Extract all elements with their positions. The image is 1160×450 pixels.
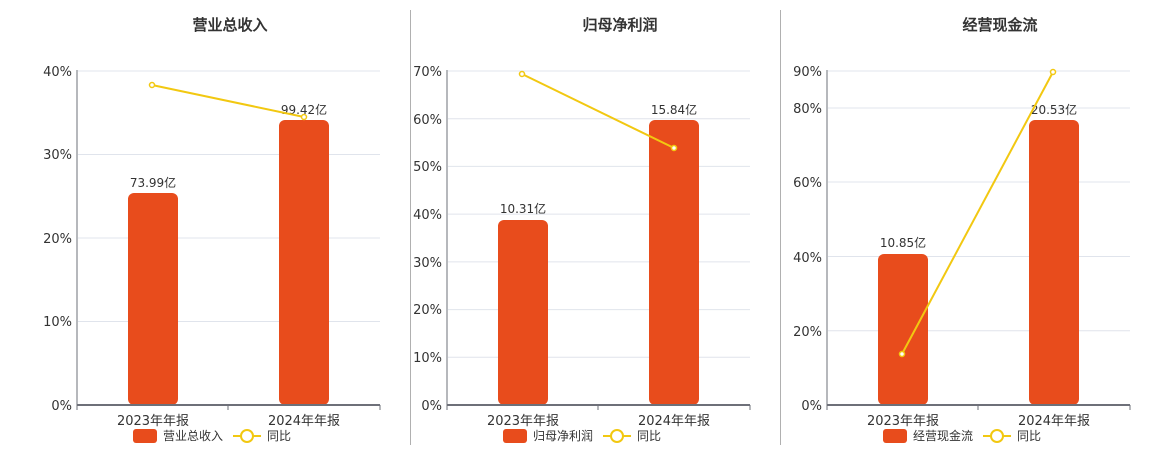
- legend-bar-label[interactable]: 营业总收入: [163, 429, 224, 443]
- yoy-point[interactable]: [1049, 68, 1057, 76]
- yoy-point[interactable]: [300, 113, 308, 121]
- bar-value-label: 20.53亿: [1031, 102, 1077, 117]
- legend-line-swatch[interactable]: [983, 428, 1012, 443]
- legend-bar-label[interactable]: 归母净利润: [533, 429, 594, 443]
- y-tick: 20%: [43, 232, 72, 247]
- y-tick: 10%: [43, 315, 72, 330]
- y-tick: 10%: [413, 351, 442, 366]
- chart-plot: 0% 10% 20% 30% 40% 73.99亿 99.42亿 2023年年报…: [43, 65, 381, 429]
- legend-bar-swatch[interactable]: [883, 428, 907, 443]
- yoy-point[interactable]: [898, 350, 906, 358]
- legend-bar-swatch[interactable]: [133, 428, 157, 443]
- grid-lines: [448, 70, 750, 358]
- bar-value-label: 10.85亿: [880, 235, 926, 250]
- chart-title: 营业总收入: [192, 16, 268, 34]
- bar-value-label: 10.31亿: [500, 201, 546, 216]
- y-tick: 90%: [793, 65, 822, 80]
- chart-title: 归母净利润: [582, 16, 658, 34]
- legend-bar-swatch[interactable]: [503, 428, 527, 443]
- chart-panel-operating-cash-flow: 经营现金流 0% 20% 40% 60% 80% 90% 10.85亿 20.5…: [750, 0, 1150, 450]
- chart-title: 经营现金流: [962, 16, 1038, 34]
- chart-panel-net-profit: 归母净利润 0% 10% 20% 30% 40% 50% 60% 70%: [370, 0, 770, 450]
- divider: [780, 10, 781, 445]
- legend-line-swatch[interactable]: [233, 428, 262, 443]
- y-tick: 30%: [413, 256, 442, 271]
- y-tick: 60%: [413, 113, 442, 128]
- y-tick: 40%: [43, 65, 72, 80]
- legend: 营业总收入 同比: [133, 427, 291, 444]
- yoy-line: [901, 71, 1054, 355]
- x-tick: 2024年年报: [1018, 414, 1090, 429]
- x-tick: 2023年年报: [867, 414, 939, 429]
- bar-2024[interactable]: [279, 120, 329, 405]
- legend-bar-label[interactable]: 经营现金流: [913, 429, 974, 443]
- y-tick: 40%: [793, 251, 822, 266]
- y-tick: 60%: [793, 176, 822, 191]
- legend: 经营现金流 同比: [883, 427, 1041, 444]
- x-tick: 2024年年报: [638, 414, 710, 429]
- legend: 归母净利润 同比: [503, 427, 661, 444]
- chart-plot: 0% 10% 20% 30% 40% 50% 60% 70% 10.31亿 15…: [413, 65, 751, 429]
- yoy-line: [151, 84, 305, 118]
- y-tick: 0%: [421, 399, 442, 414]
- bar-value-label: 15.84亿: [651, 102, 697, 117]
- bar-value-label: 99.42亿: [281, 102, 327, 117]
- bar-2024[interactable]: [1029, 120, 1079, 405]
- grid-lines: [828, 70, 1130, 332]
- y-axis-labels: 0% 20% 40% 60% 80% 90%: [793, 65, 822, 414]
- x-tick: 2023年年报: [487, 414, 559, 429]
- y-tick: 20%: [413, 303, 442, 318]
- legend-line-label[interactable]: 同比: [637, 429, 662, 443]
- divider: [410, 10, 411, 445]
- y-tick: 20%: [793, 325, 822, 340]
- y-tick: 70%: [413, 65, 442, 80]
- y-axis-labels: 0% 10% 20% 30% 40%: [43, 65, 72, 414]
- y-tick: 30%: [43, 148, 72, 163]
- yoy-point[interactable]: [148, 81, 156, 89]
- yoy-point[interactable]: [670, 144, 678, 152]
- y-axis-labels: 0% 10% 20% 30% 40% 50% 60% 70%: [413, 65, 442, 414]
- legend-line-label[interactable]: 同比: [1017, 429, 1042, 443]
- y-tick: 40%: [413, 208, 442, 223]
- y-tick: 50%: [413, 160, 442, 175]
- bar-2023[interactable]: [128, 193, 178, 405]
- yoy-line: [521, 73, 675, 149]
- bar-2024[interactable]: [649, 120, 699, 405]
- bar-2023[interactable]: [498, 220, 548, 405]
- bar-value-label: 73.99亿: [130, 175, 176, 190]
- chart-panel-revenue: 营业总收入 0% 10% 20% 30% 40% 73.99亿 99.42亿: [0, 0, 400, 450]
- yoy-point[interactable]: [518, 70, 526, 78]
- legend-line-swatch[interactable]: [603, 428, 632, 443]
- grid-lines: [78, 70, 380, 322]
- y-tick: 0%: [51, 399, 72, 414]
- legend-line-label[interactable]: 同比: [267, 429, 292, 443]
- bar-2023[interactable]: [878, 254, 928, 405]
- chart-plot: 0% 20% 40% 60% 80% 90% 10.85亿 20.53亿 202…: [793, 65, 1131, 429]
- x-tick: 2023年年报: [117, 414, 189, 429]
- y-tick: 0%: [801, 399, 822, 414]
- x-tick: 2024年年报: [268, 414, 340, 429]
- y-tick: 80%: [793, 102, 822, 117]
